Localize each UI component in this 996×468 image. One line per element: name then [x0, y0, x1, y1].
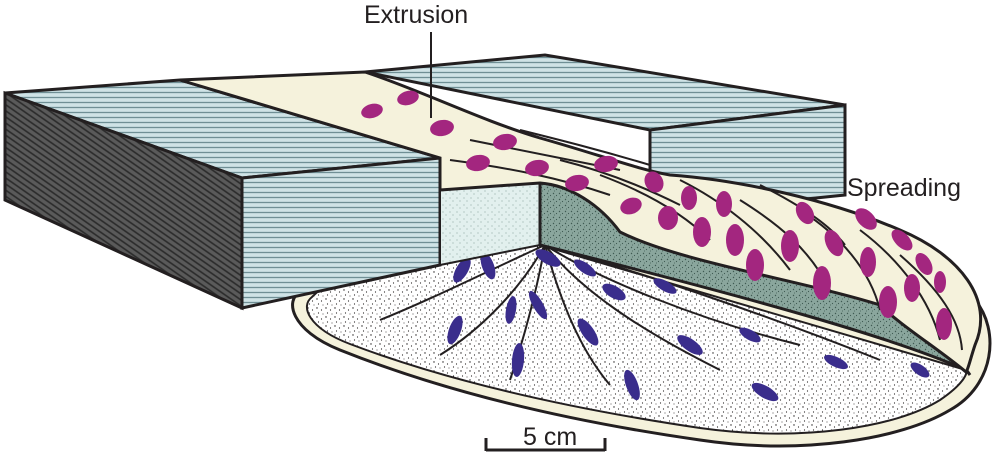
- left-block: [3, 78, 442, 311]
- basal-ellipses: [447, 249, 930, 402]
- scale-label: 5 cm: [523, 423, 578, 451]
- scale-bar: [484, 438, 607, 452]
- extruded-ellipses: [361, 90, 952, 340]
- spreading-label: Spreading: [847, 174, 961, 202]
- extrusion-label: Extrusion: [364, 1, 469, 29]
- basal-flow-lines: [379, 244, 881, 386]
